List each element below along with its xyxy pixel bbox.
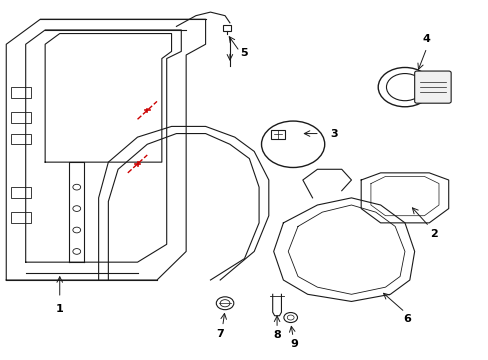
Bar [271, 130, 285, 139]
Text: 9: 9 [290, 339, 298, 348]
Text: 7: 7 [216, 329, 224, 339]
FancyBboxPatch shape [414, 71, 450, 103]
Bar [11, 134, 30, 144]
Text: 3: 3 [330, 129, 338, 139]
Text: 5: 5 [240, 48, 248, 58]
Text: 1: 1 [56, 303, 63, 314]
Text: 6: 6 [403, 314, 410, 324]
Bar [222, 25, 231, 31]
Bar [11, 112, 30, 123]
Bar [11, 187, 30, 198]
Text: 4: 4 [422, 34, 430, 44]
Text: 2: 2 [429, 229, 437, 239]
Text: 8: 8 [273, 330, 281, 341]
Circle shape [284, 312, 297, 323]
Bar [11, 87, 30, 98]
Circle shape [216, 297, 233, 310]
Bar [11, 212, 30, 223]
